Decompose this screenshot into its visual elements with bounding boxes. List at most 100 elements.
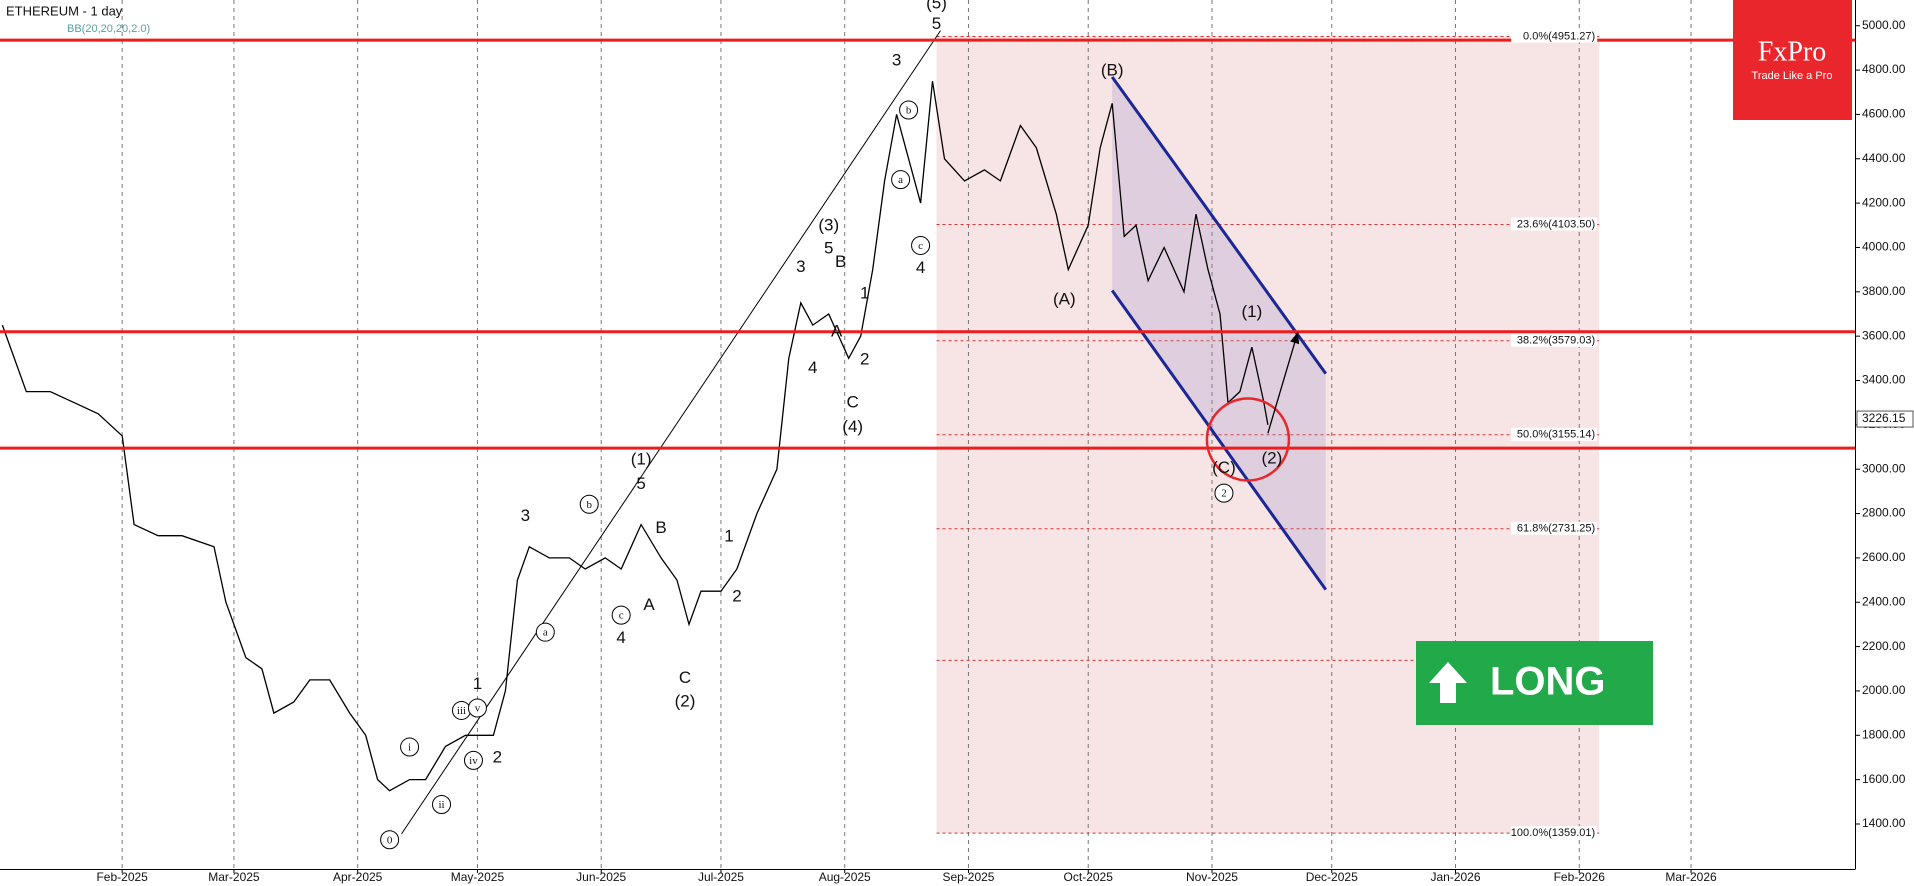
x-tick-label: Feb-2026 [1554,870,1606,884]
y-tick-label: 1800.00 [1862,727,1906,741]
wave-label: (2) [1261,448,1282,467]
wave-circle [579,494,599,514]
y-tick-label: 1600.00 [1862,772,1906,786]
y-tick-label: 4200.00 [1862,195,1906,209]
channel-line [1110,289,1327,591]
wave-circle [899,100,919,120]
arrow-head [1290,332,1300,345]
wave-label: 2 [493,747,502,766]
signal-arrow [1429,662,1467,703]
fib-label: 23.6%(4103.50) [1517,218,1595,230]
x-tick-label: Nov-2025 [1186,870,1238,884]
y-tick-label: 4800.00 [1862,62,1906,76]
trend-line [401,30,941,835]
wave-label: 1 [473,674,482,693]
wave-circle [432,794,452,814]
wave-label: (2) [675,691,696,710]
wave-label: (1) [1242,302,1263,321]
wave-label: 2 [1221,488,1227,500]
wave-label: c [918,240,923,252]
wave-label: 0 [387,834,393,846]
fib-label: 61.8%(2731.25) [1517,523,1595,535]
logo-name: FxPro [1758,36,1826,67]
logo-tagline: Trade Like a Pro [1752,70,1833,82]
wave-label: iii [457,705,466,717]
fib-label-bg [1511,826,1598,840]
y-tick-label: 4600.00 [1862,107,1906,121]
y-tick-label: 2400.00 [1862,594,1906,608]
fib-label: 38.2%(3579.03) [1517,335,1595,347]
y-tick-label: 4000.00 [1862,240,1906,254]
wave-label: (5) [926,0,947,12]
wave-circle [611,605,631,625]
x-tick-label: Aug-2025 [819,870,871,884]
wave-label: (3) [818,215,839,234]
wave-label: 3 [521,506,530,525]
wave-label: i [408,742,411,754]
axis-bg [1856,0,1914,886]
wave-circle [1214,483,1234,503]
wave-label: (B) [1101,60,1124,79]
wave-label: (A) [1053,290,1076,309]
fib-label-bg [1511,29,1598,43]
x-tick-label: Apr-2025 [333,870,383,884]
x-tick-label: Jun-2025 [576,870,626,884]
x-tick-label: Jan-2026 [1430,870,1480,884]
wave-circle [463,750,483,770]
wave-label: C [847,392,859,411]
signal-badge: LONG [1416,641,1653,725]
wave-label: 3 [892,51,901,70]
wave-label: A [831,321,843,340]
plot: 0.0%(4951.27) 23.6%(4103.50) 38.2%(3579.03… [0,0,1856,869]
logo-box [1733,0,1852,120]
y-tick-label: 4400.00 [1862,151,1906,165]
wave-label: b [906,105,912,117]
wave-circle [380,830,400,850]
wave-label: ii [438,799,444,811]
wave-label: 5 [636,474,645,493]
price-line [1,81,1269,792]
indicator-label: BB(20,20,20,2.0) [67,23,150,35]
wave-label: 2 [860,350,869,369]
arrow-line [1267,331,1299,434]
y-tick-label: 3800.00 [1862,284,1906,298]
wave-label: 5 [932,14,941,33]
x-tick-label: May-2025 [451,870,505,884]
wave-label: 3 [796,257,805,276]
price-tag-box [1856,410,1914,428]
price-tag: 3226.15 [1862,411,1906,425]
wave-label: v [475,703,481,715]
wave-label: c [619,610,624,622]
x-tick-label: Sep-2025 [942,870,994,884]
y-tick-label: 1400.00 [1862,816,1906,830]
wave-circle [535,622,555,642]
wave-label: B [655,518,666,537]
fib-label-bg [1511,521,1598,535]
wave-label: (4) [842,417,863,436]
wave-label: B [835,252,846,271]
fib-label-bg [1511,217,1598,231]
wave-circle [891,170,911,190]
x-tick-label: Jul-2025 [698,870,744,884]
wave-label: 4 [616,628,625,647]
wave-label: 5 [824,238,833,257]
chart-title: ETHEREUM - 1 day [6,3,123,18]
wave-label: C [679,668,691,687]
signal-text: LONG [1490,660,1606,704]
wave-circle [400,737,420,757]
wave-label: 4 [916,258,925,277]
wave-label: (1) [631,450,652,469]
wave-label: 1 [860,284,869,303]
fib-label: 100.0%(1359.01) [1511,827,1595,839]
highlight-circle [1205,397,1291,482]
wave-label: 4 [808,358,817,377]
wave-label: a [543,627,548,639]
wave-label: 2 [732,586,741,605]
wave-label: iv [469,755,478,767]
x-tick-label: Mar-2025 [208,870,260,884]
y-tick-label: 2800.00 [1862,506,1906,520]
channel-line [1110,76,1327,375]
wave-label: 1 [724,527,733,546]
x-tick-label: Oct-2025 [1064,870,1114,884]
